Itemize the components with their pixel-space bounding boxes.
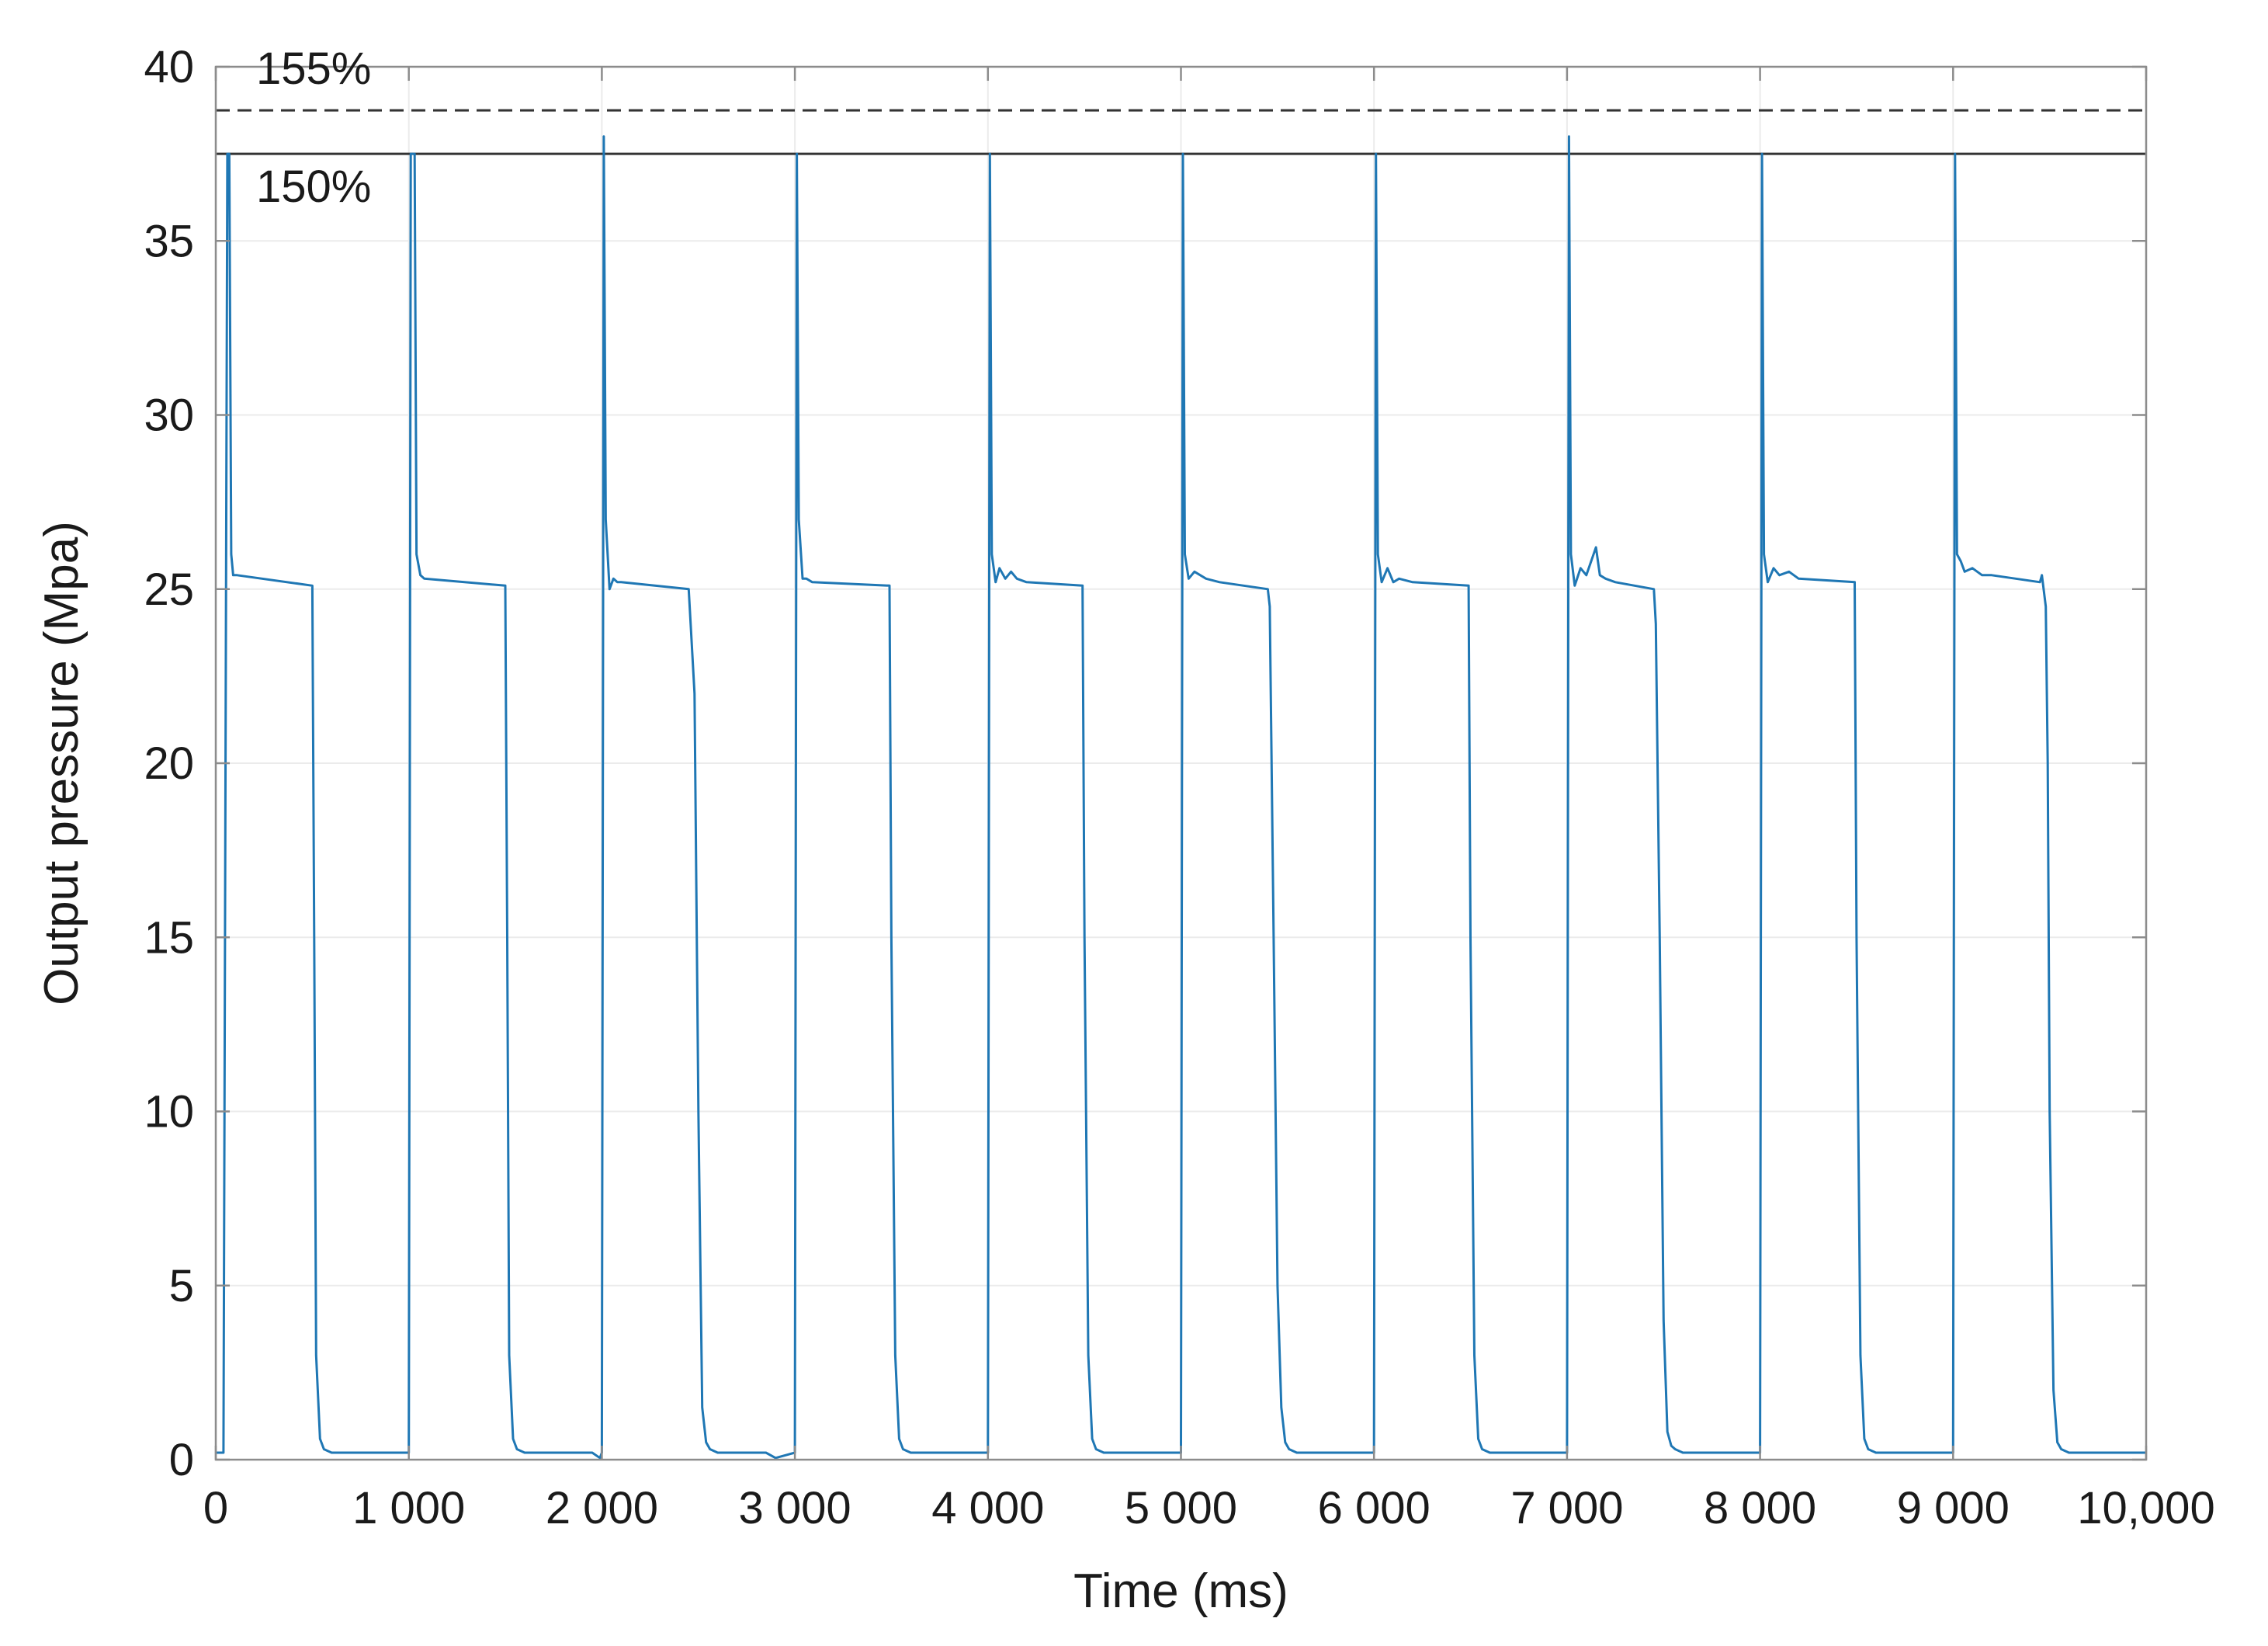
x-tick-label: 5 000 xyxy=(1125,1483,1237,1533)
y-tick-label: 0 xyxy=(169,1435,194,1485)
y-tick-label: 5 xyxy=(169,1261,194,1311)
x-tick-label: 7 000 xyxy=(1510,1483,1623,1533)
x-tick-label: 9 000 xyxy=(1897,1483,2010,1533)
y-tick-label: 40 xyxy=(144,42,194,92)
y-tick-label: 25 xyxy=(144,564,194,615)
x-tick-label: 4 000 xyxy=(931,1483,1044,1533)
annotations: 155% 150% xyxy=(256,43,371,212)
x-tick-label: 0 xyxy=(203,1483,228,1533)
series xyxy=(216,135,2146,1460)
series-line xyxy=(216,135,2146,1460)
y-tick-labels: 0 5 10 15 20 25 30 35 40 xyxy=(144,42,194,1485)
x-tick-labels: 0 1 000 2 000 3 000 4 000 5 000 6 000 7 000 8 00… xyxy=(203,1483,2215,1533)
y-tick-label: 20 xyxy=(144,738,194,789)
x-tick-label: 1 000 xyxy=(352,1483,465,1533)
x-tick-label: 6 000 xyxy=(1318,1483,1431,1533)
y-tick-label: 10 xyxy=(144,1087,194,1137)
y-tick-label: 15 xyxy=(144,912,194,963)
x-tick-label: 8 000 xyxy=(1704,1483,1816,1533)
axis-ticks xyxy=(214,65,2148,1461)
x-tick-label: 10,000 xyxy=(2077,1483,2214,1533)
y-tick-label: 35 xyxy=(144,216,194,266)
reference-lines xyxy=(216,109,2146,155)
x-tick-label: 3 000 xyxy=(739,1483,851,1533)
y-tick-label: 30 xyxy=(144,391,194,441)
reference-line-label: 155% xyxy=(256,43,371,94)
x-axis-title: Time (ms) xyxy=(1073,1564,1288,1618)
y-axis-title: Output pressure (Mpa) xyxy=(35,521,88,1005)
reference-line-label: 150% xyxy=(256,161,371,212)
x-tick-label: 2 000 xyxy=(546,1483,658,1533)
